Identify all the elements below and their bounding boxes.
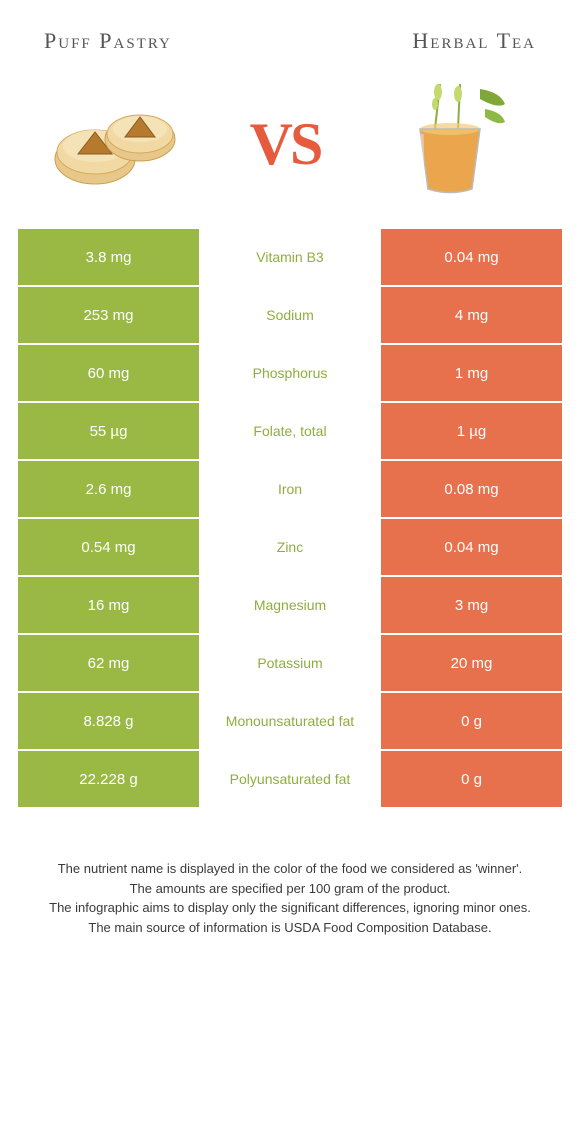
right-food-title: Herbal Tea xyxy=(412,28,536,54)
nutrient-name-cell: Iron xyxy=(199,461,381,517)
left-value-cell: 0.54 mg xyxy=(18,519,199,575)
right-value-cell: 3 mg xyxy=(381,577,562,633)
nutrient-name-cell: Folate, total xyxy=(199,403,381,459)
footer-notes: The nutrient name is displayed in the co… xyxy=(0,809,580,937)
left-food-title: Puff Pastry xyxy=(44,28,172,54)
right-value-cell: 1 µg xyxy=(381,403,562,459)
left-value-cell: 60 mg xyxy=(18,345,199,401)
right-value-cell: 0.04 mg xyxy=(381,229,562,285)
left-value-cell: 2.6 mg xyxy=(18,461,199,517)
nutrient-name-cell: Polyunsaturated fat xyxy=(199,751,381,807)
footer-line: The nutrient name is displayed in the co… xyxy=(40,859,540,879)
table-row: 0.54 mgZinc0.04 mg xyxy=(18,519,562,575)
footer-line: The infographic aims to display only the… xyxy=(40,898,540,918)
footer-line: The amounts are specified per 100 gram o… xyxy=(40,879,540,899)
nutrient-name-cell: Sodium xyxy=(199,287,381,343)
table-row: 22.228 gPolyunsaturated fat0 g xyxy=(18,751,562,807)
right-value-cell: 0 g xyxy=(381,751,562,807)
table-row: 55 µgFolate, total1 µg xyxy=(18,403,562,459)
table-row: 16 mgMagnesium3 mg xyxy=(18,577,562,633)
table-row: 253 mgSodium4 mg xyxy=(18,287,562,343)
nutrient-name-cell: Zinc xyxy=(199,519,381,575)
table-row: 3.8 mgVitamin B30.04 mg xyxy=(18,229,562,285)
right-value-cell: 0 g xyxy=(381,693,562,749)
left-value-cell: 8.828 g xyxy=(18,693,199,749)
nutrient-name-cell: Monounsaturated fat xyxy=(199,693,381,749)
right-food-image xyxy=(380,84,520,204)
left-value-cell: 3.8 mg xyxy=(18,229,199,285)
right-value-cell: 0.08 mg xyxy=(381,461,562,517)
right-value-cell: 0.04 mg xyxy=(381,519,562,575)
header: Puff Pastry Herbal Tea xyxy=(0,0,580,64)
nutrient-name-cell: Potassium xyxy=(199,635,381,691)
left-value-cell: 22.228 g xyxy=(18,751,199,807)
right-value-cell: 1 mg xyxy=(381,345,562,401)
nutrient-name-cell: Vitamin B3 xyxy=(199,229,381,285)
nutrient-name-cell: Phosphorus xyxy=(199,345,381,401)
images-row: VS xyxy=(0,64,580,229)
left-value-cell: 253 mg xyxy=(18,287,199,343)
table-row: 60 mgPhosphorus1 mg xyxy=(18,345,562,401)
nutrient-name-cell: Magnesium xyxy=(199,577,381,633)
left-food-image xyxy=(50,84,190,204)
left-value-cell: 16 mg xyxy=(18,577,199,633)
footer-line: The main source of information is USDA F… xyxy=(40,918,540,938)
comparison-table: 3.8 mgVitamin B30.04 mg253 mgSodium4 mg6… xyxy=(18,229,562,807)
right-value-cell: 20 mg xyxy=(381,635,562,691)
left-value-cell: 62 mg xyxy=(18,635,199,691)
table-row: 2.6 mgIron0.08 mg xyxy=(18,461,562,517)
right-value-cell: 4 mg xyxy=(381,287,562,343)
table-row: 62 mgPotassium20 mg xyxy=(18,635,562,691)
table-row: 8.828 gMonounsaturated fat0 g xyxy=(18,693,562,749)
vs-label: VS xyxy=(250,110,321,179)
left-value-cell: 55 µg xyxy=(18,403,199,459)
